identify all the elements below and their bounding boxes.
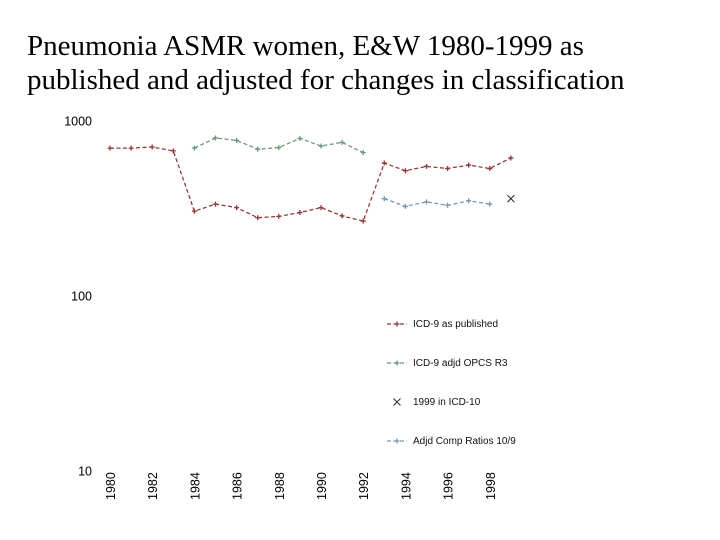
chart-legend: ICD-9 as published ICD-9 adjd OPCS R3 1999… <box>386 318 516 474</box>
data-point-marker <box>507 194 515 203</box>
x-tick-label: 1988 <box>273 472 287 500</box>
data-point-marker <box>107 145 113 151</box>
data-point-marker <box>213 201 218 207</box>
x-tick-label: 1992 <box>357 472 371 500</box>
legend-swatch <box>387 360 407 366</box>
x-tick-label: 1980 <box>104 472 118 500</box>
legend-swatch <box>393 398 401 406</box>
data-point-marker <box>466 162 472 168</box>
series-1 <box>107 144 514 224</box>
data-point-marker <box>487 166 493 172</box>
data-point-marker <box>297 210 303 216</box>
legend-label: ICD-9 as published <box>413 318 499 330</box>
y-tick-label: 1000 <box>64 115 92 129</box>
legend-label: 1999 in ICD-10 <box>413 396 481 408</box>
slide-title-line-1: Pneumonia ASMR women, E&W 1980-1999 as <box>27 30 584 62</box>
data-point-marker <box>339 213 345 219</box>
data-point-marker <box>393 398 401 406</box>
x-tick-label: 1986 <box>231 472 245 500</box>
data-point-marker <box>318 205 324 211</box>
data-point-marker <box>297 135 303 141</box>
data-point-marker <box>424 199 429 205</box>
data-point-marker <box>487 201 493 207</box>
data-point-marker <box>381 196 387 202</box>
x-tick-label: 1994 <box>399 472 413 500</box>
data-point-marker <box>234 205 240 211</box>
data-point-marker <box>213 135 218 141</box>
data-point-marker <box>466 198 472 204</box>
data-point-marker <box>360 218 366 224</box>
x-tick-label: 1982 <box>146 472 160 500</box>
data-point-marker <box>170 148 176 154</box>
data-point-marker <box>318 143 324 149</box>
series-line <box>384 198 490 208</box>
data-point-marker <box>339 139 345 145</box>
data-point-marker <box>424 163 429 169</box>
x-tick-label: 1990 <box>315 472 329 500</box>
data-point-marker <box>381 160 387 166</box>
slide-title: Pneumonia ASMR women, E&W 1980-1999 as p… <box>27 30 699 97</box>
data-point-marker <box>402 203 408 209</box>
series-3 <box>507 194 515 203</box>
x-tick-label: 1996 <box>442 472 456 500</box>
data-point-marker <box>394 360 400 366</box>
y-tick-label: 100 <box>71 290 92 304</box>
legend-item-3: 1999 in ICD-10 <box>386 396 516 408</box>
legend-label: Adjd Comp Ratios 10/9 <box>413 435 516 447</box>
data-point-marker <box>234 137 240 143</box>
data-point-marker <box>402 168 408 174</box>
data-point-marker <box>128 145 134 151</box>
legend-item-2: ICD-9 adjd OPCS R3 <box>386 357 516 369</box>
series-2 <box>191 135 366 156</box>
data-point-marker <box>445 202 451 208</box>
data-point-marker <box>276 145 282 151</box>
legend-label: ICD-9 adjd OPCS R3 <box>413 357 508 369</box>
data-point-marker <box>191 145 197 151</box>
series-line <box>110 146 512 222</box>
data-point-marker <box>255 146 261 152</box>
x-tick-label: 1984 <box>188 472 202 500</box>
legend-swatch <box>387 321 407 327</box>
data-point-marker <box>191 208 197 214</box>
y-tick-label: 10 <box>78 465 92 479</box>
data-point-marker <box>394 321 400 327</box>
data-point-marker <box>508 155 514 161</box>
data-point-marker <box>445 166 451 172</box>
slide-title-line-2: published and adjusted for changes in cl… <box>27 63 625 96</box>
legend-item-1: ICD-9 as published <box>386 318 516 330</box>
data-point-marker <box>394 438 400 444</box>
legend-swatch <box>387 438 407 444</box>
legend-item-4: Adjd Comp Ratios 10/9 <box>386 435 516 447</box>
data-point-marker <box>360 150 366 156</box>
data-point-marker <box>255 215 261 221</box>
x-tick-label: 1998 <box>484 472 498 500</box>
data-point-marker <box>276 213 282 219</box>
series-4 <box>381 196 493 209</box>
data-point-marker <box>149 144 155 150</box>
